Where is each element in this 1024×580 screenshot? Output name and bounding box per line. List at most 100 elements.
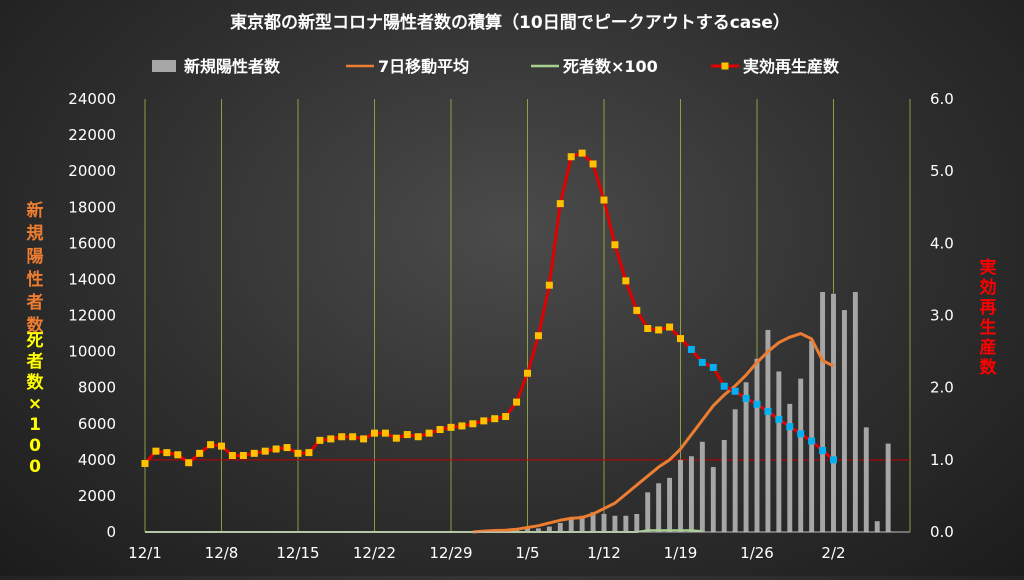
rt-point: [327, 435, 335, 443]
bar: [787, 403, 793, 532]
rt-point: [469, 420, 477, 428]
rt-point: [644, 324, 652, 332]
bar: [754, 358, 760, 532]
legend-item: 新規陽性者数: [152, 57, 281, 76]
axis-label-char: 再: [980, 298, 997, 318]
rt-point: [261, 447, 269, 455]
bar: [535, 528, 541, 532]
axis-label-char: 性: [27, 269, 44, 290]
y-right-tick-label: 3.0: [930, 307, 954, 325]
bar: [710, 467, 716, 532]
bar: [688, 456, 694, 532]
bar: [831, 293, 836, 532]
rt-point: [589, 160, 597, 168]
bar: [645, 492, 651, 532]
axis-label-char: 数: [27, 315, 45, 336]
bar: [612, 515, 618, 532]
y-left-tick-label: 2000: [78, 487, 116, 505]
axis-label-char: 陽: [27, 247, 44, 267]
rt-point: [622, 277, 630, 285]
y-right-tick-label: 4.0: [930, 234, 954, 252]
y-left-tick-label: 0: [106, 523, 116, 541]
x-tick-label: 12/15: [276, 544, 319, 562]
legend-label: 7日移動平均: [378, 57, 469, 76]
x-tick-label: 12/8: [205, 544, 239, 562]
legend-label: 実効再生産数: [743, 57, 840, 76]
rt-point: [371, 429, 378, 437]
y-left-tick-label: 20000: [68, 162, 116, 180]
legend-label: 死者数×100: [563, 57, 658, 76]
y-left-tick-label: 4000: [78, 451, 116, 469]
bar: [732, 409, 738, 532]
y-left-tick-label: 8000: [78, 379, 116, 397]
bar: [820, 292, 826, 532]
bar: [743, 382, 749, 532]
rt-point: [207, 441, 215, 449]
bar: [809, 340, 815, 532]
axis-label-char: 死: [27, 331, 44, 351]
bar: [678, 459, 683, 532]
rt-point: [698, 358, 706, 366]
x-tick-label: 12/29: [429, 544, 472, 562]
bar: [525, 528, 530, 532]
y-right-tick-label: 5.0: [930, 162, 954, 180]
x-tick-label: 12/22: [353, 544, 396, 562]
rt-point: [797, 430, 805, 438]
y-left-tick-label: 10000: [68, 343, 116, 361]
rt-point: [545, 281, 553, 289]
rt-point: [775, 415, 783, 423]
y-left-tick-label: 18000: [68, 198, 116, 216]
y-right-tick-label: 0.0: [930, 523, 954, 541]
y-left-tick-label: 12000: [68, 307, 116, 325]
bar: [623, 515, 629, 532]
rt-point: [174, 451, 182, 459]
rt-point: [392, 434, 400, 442]
bar: [874, 521, 880, 532]
rt-point: [218, 442, 225, 450]
rt-point: [480, 417, 488, 425]
rt-point: [141, 459, 149, 467]
rt-point: [567, 153, 575, 161]
rt-point: [152, 447, 160, 455]
rt-point: [414, 433, 422, 441]
bar: [885, 443, 891, 532]
axis-label-char: 者: [26, 292, 44, 313]
rt-point: [633, 306, 641, 314]
rt-point: [283, 444, 291, 452]
x-tick-label: 1/26: [740, 544, 774, 562]
chart-title: 東京都の新型コロナ陽性者数の積算（10日間でピークアウトするcase）: [230, 12, 790, 33]
bar: [699, 441, 705, 532]
y-left-label-cases: 新規陽性者数: [26, 200, 45, 336]
axis-label-char: ×: [28, 394, 42, 414]
rt-point: [808, 437, 816, 445]
x-tick-label: 12/1: [128, 544, 162, 562]
rt-point: [239, 452, 247, 460]
bar: [667, 477, 673, 532]
lines-series: [143, 151, 835, 534]
legend-item: 死者数×100: [531, 57, 658, 76]
rt-point: [436, 426, 444, 434]
y-left-tick-label: 22000: [68, 126, 116, 144]
rt-point: [294, 449, 302, 457]
axis-label-char: 者: [26, 351, 44, 372]
rt-point: [228, 452, 236, 460]
rt-point: [764, 407, 772, 415]
bar: [841, 310, 847, 532]
axes: 12/1 12/8 12/15 12/22 12/29 1/5 1/12 1/19 1/26 2/…: [68, 90, 954, 562]
legend-item: 実効再生産数: [711, 57, 840, 76]
rt-point: [316, 436, 324, 444]
rt-point: [196, 449, 204, 457]
bar: [557, 522, 563, 532]
x-tick-label: 1/12: [587, 544, 621, 562]
axis-label-char: 生: [980, 317, 997, 338]
y-left-tick-label: 6000: [78, 415, 116, 433]
rt-point: [381, 429, 389, 437]
bars-series: [503, 292, 891, 532]
rt-point: [338, 433, 346, 441]
y-left-label-deaths: 死者数×100: [26, 331, 45, 477]
rt-point: [556, 200, 564, 208]
rt-point: [666, 323, 674, 331]
